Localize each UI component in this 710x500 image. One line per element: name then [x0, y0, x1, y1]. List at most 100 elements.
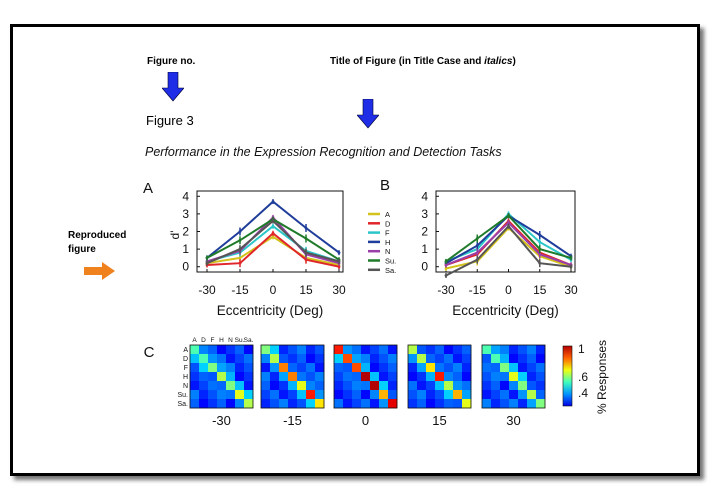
panel-a-ytick-label: 0	[182, 260, 189, 274]
figure-number: Figure 3	[146, 113, 194, 128]
heatmap-cell	[244, 390, 254, 400]
heatmap-cell	[435, 372, 445, 382]
panel-b-data-point	[444, 260, 448, 263]
heatmap-cell	[235, 354, 245, 364]
heatmap-cell	[536, 363, 546, 373]
heatmap-cell	[388, 381, 398, 391]
panel-b-xtick-label: 0	[505, 283, 512, 297]
heatmap-cell	[334, 399, 344, 409]
heatmap-cell	[509, 363, 519, 373]
heatmap-cell	[261, 354, 271, 364]
heatmap-cell	[536, 372, 546, 382]
panel-a-data-point	[271, 235, 275, 239]
heatmap-cell	[482, 354, 492, 364]
heatmap-frame	[260, 344, 325, 409]
heatmap-cell	[444, 372, 454, 382]
panel-a-data-point	[205, 261, 209, 265]
heatmap-cell	[500, 363, 510, 373]
heatmap-cell	[315, 372, 325, 382]
panel-b-data-point	[538, 261, 542, 265]
heatmap-cell	[408, 363, 418, 373]
heatmap-cell	[261, 390, 271, 400]
heatmap-cell	[491, 381, 501, 391]
heatmap-cell	[482, 381, 492, 391]
heatmap-cell	[226, 399, 236, 409]
panel-a-data-point	[337, 260, 341, 263]
heatmap-cell	[190, 363, 200, 373]
heatmap-cell	[297, 381, 307, 391]
panel-b-data-point	[475, 244, 479, 247]
heatmap-cell	[244, 372, 254, 382]
panel-a-ytick-label: 3	[182, 207, 189, 221]
panel-b-data-point	[444, 267, 448, 270]
panel-a-data-point	[271, 231, 275, 235]
heatmap-cell	[379, 381, 389, 391]
panel-b-data-point	[444, 263, 448, 267]
heatmap-cell	[536, 345, 546, 355]
heatmap-cell	[408, 399, 418, 409]
heatmap-eccentricity-label: 15	[432, 413, 446, 428]
legend-label: Sa.	[385, 266, 396, 275]
heatmap-cell	[352, 390, 362, 400]
heatmap-cell	[453, 381, 463, 391]
heatmap-cell	[343, 363, 353, 373]
heatmap-cell	[352, 345, 362, 355]
heatmap-cell	[527, 363, 537, 373]
heatmap-cell	[435, 363, 445, 373]
heatmap-cell	[244, 363, 254, 373]
title-annotation: Title of Figure (in Title Case and itali…	[330, 56, 516, 67]
panel-a-data-point	[337, 265, 341, 269]
heatmap-cell	[270, 390, 280, 400]
heatmap-cell	[279, 345, 289, 355]
heatmap-cell	[217, 372, 227, 382]
heatmap-cell	[408, 354, 418, 364]
panel-a-ytick-label: 2	[182, 225, 189, 239]
panel-a-series-line	[206, 200, 340, 259]
heatmap-cell	[208, 390, 218, 400]
heatmap-cell	[370, 354, 380, 364]
heatmap-eccentricity-label: -30	[212, 413, 231, 428]
heatmap-cell	[352, 399, 362, 409]
heatmap-cell	[306, 345, 316, 355]
heatmap-cell	[370, 390, 380, 400]
heatmap-cell	[509, 390, 519, 400]
heatmap-cell	[453, 363, 463, 373]
heatmap-cell	[379, 354, 389, 364]
heatmap-cell	[462, 345, 472, 355]
heatmap-eccentricity-label: -15	[283, 413, 302, 428]
heatmap-cell	[199, 399, 209, 409]
heatmap-cell	[500, 345, 510, 355]
panel-b-ytick-label: 2	[421, 225, 428, 239]
heatmap-cell	[426, 363, 436, 373]
heatmap-cell	[208, 345, 218, 355]
heatmap-cell	[408, 372, 418, 382]
heatmap-cell	[482, 345, 492, 355]
heatmap-cell	[444, 390, 454, 400]
panel-b-data-point	[475, 237, 479, 240]
heatmap-cell	[334, 390, 344, 400]
heatmap-cell	[226, 381, 236, 391]
heatmap-cell	[500, 390, 510, 400]
heatmap-cell	[199, 372, 209, 382]
heatmap-cell	[279, 399, 289, 409]
heatmap-cell	[509, 345, 519, 355]
legend-label: N	[385, 247, 390, 256]
heatmap-cell	[462, 363, 472, 373]
heatmap-cell	[190, 390, 200, 400]
heatmap-cell	[361, 345, 371, 355]
heatmap-cell	[361, 390, 371, 400]
heatmap-cell	[217, 390, 227, 400]
legend-label: A	[385, 210, 390, 219]
heatmap-cell	[361, 399, 371, 409]
panel-c-col-label: Sa.	[244, 337, 254, 344]
panel-b-data-point	[538, 240, 542, 244]
heatmap-cell	[279, 372, 289, 382]
heatmap-cell	[352, 354, 362, 364]
heatmap-cell	[270, 345, 280, 355]
reproduced-arrow-icon	[84, 262, 115, 280]
panel-c-col-label: D	[201, 337, 206, 344]
heatmap-frame	[481, 344, 546, 409]
heatmap-cell	[361, 354, 371, 364]
heatmap-cell	[453, 354, 463, 364]
panel-b-data-point	[569, 265, 573, 269]
